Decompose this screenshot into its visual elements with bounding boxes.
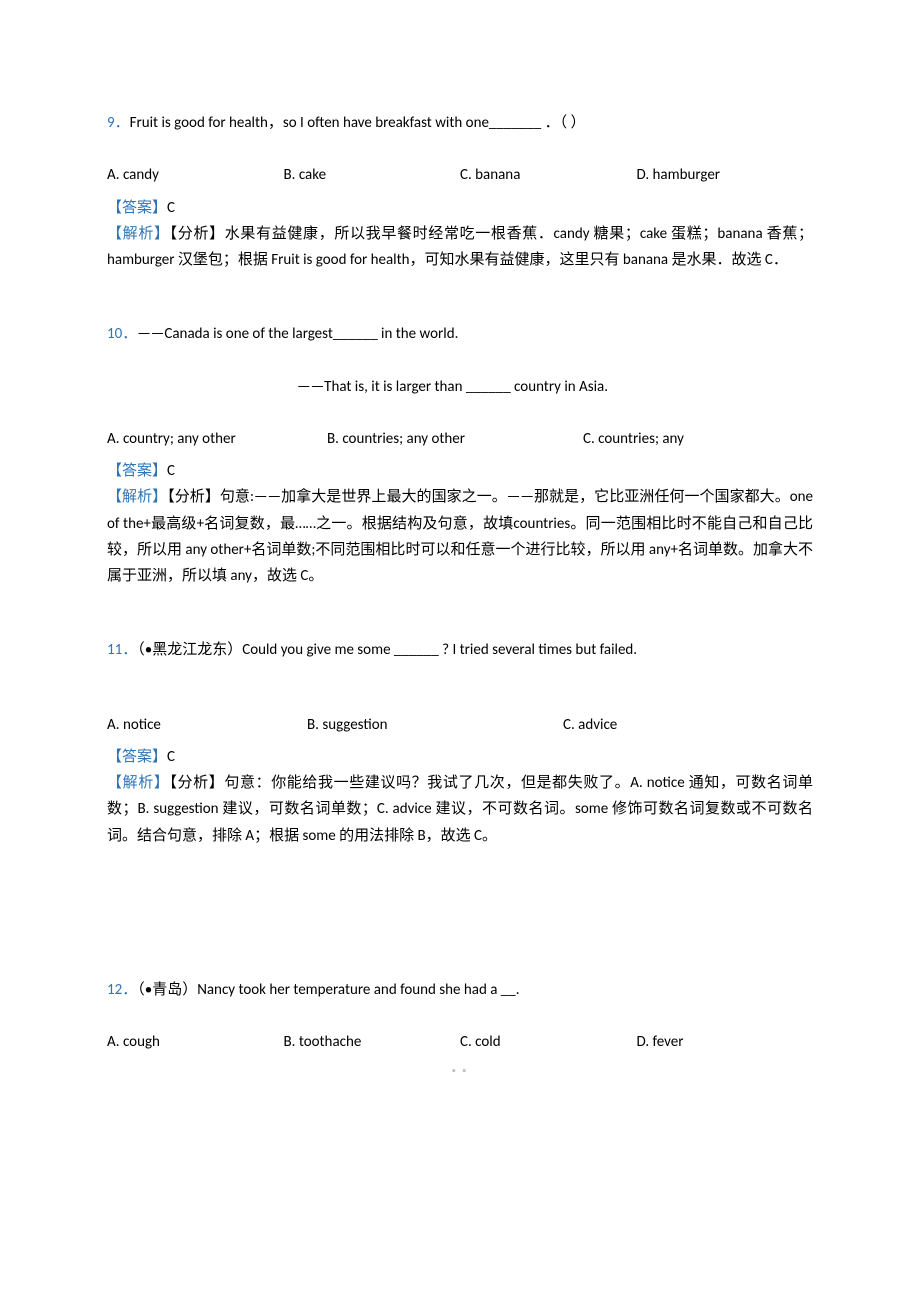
analysis: 【解析】【分析】句意：你能给我一些建议吗？我试了几次，但是都失败了。A. not… — [107, 770, 813, 849]
answer-line: 【答案】C — [107, 744, 813, 770]
analysis: 【解析】【分析】水果有益健康，所以我早餐时经常吃一根香蕉．candy 糖果；ca… — [107, 221, 813, 274]
options-row: A. cough B. toothache C. cold D. fever — [107, 1029, 813, 1055]
stem-text: ——Canada is one of the largest______ in … — [137, 325, 458, 343]
question-number: 11． — [107, 641, 137, 659]
answer-value: C — [167, 462, 175, 480]
stem-text: （•青岛）Nancy took her temperature and foun… — [137, 981, 519, 999]
option-b: B. countries; any other — [327, 426, 583, 452]
options-row: A. country; any other B. countries; any … — [107, 426, 813, 452]
option-c: C. advice — [563, 712, 617, 738]
answer-label: 【答案】 — [107, 748, 167, 766]
question-10: 10．——Canada is one of the largest______ … — [107, 321, 813, 589]
analysis-label: 【解析】 — [107, 225, 170, 243]
option-a: A. notice — [107, 712, 307, 738]
answer-value: C — [167, 199, 175, 217]
question-stem: 12．（•青岛）Nancy took her temperature and f… — [107, 977, 813, 1003]
question-number: 12． — [107, 981, 137, 999]
answer-line: 【答案】C — [107, 195, 813, 221]
option-b: B. cake — [284, 162, 461, 188]
option-a: A. candy — [107, 162, 284, 188]
question-stem: 11．（•黑龙江龙东）Could you give me some ______… — [107, 637, 813, 663]
analysis-text: 【分析】句意：你能给我一些建议吗？我试了几次，但是都失败了。A. notice … — [107, 774, 813, 845]
question-number: 9． — [107, 114, 130, 132]
analysis-label: 【解析】 — [107, 488, 167, 506]
question-stem: 9．Fruit is good for health，so I often ha… — [107, 110, 813, 136]
stem-text: Fruit is good for health，so I often have… — [130, 114, 586, 132]
option-d: D. fever — [637, 1029, 814, 1055]
question-number: 10． — [107, 325, 137, 343]
option-c: C. banana — [460, 162, 637, 188]
option-a: A. country; any other — [107, 426, 327, 452]
analysis-text: 【分析】水果有益健康，所以我早餐时经常吃一根香蕉．candy 糖果；cake 蛋… — [107, 225, 813, 269]
spacer — [107, 897, 813, 977]
options-row: A. notice B. suggestion C. advice — [107, 712, 813, 738]
options-row: A. candy B. cake C. banana D. hamburger — [107, 162, 813, 188]
stem-continuation: ——That is, it is larger than ______ coun… — [107, 374, 813, 400]
question-stem: 10．——Canada is one of the largest______ … — [107, 321, 813, 347]
option-b: B. toothache — [284, 1029, 461, 1055]
stem-text: （•黑龙江龙东）Could you give me some ______ ? … — [137, 641, 637, 659]
footer-dots: ▪ ▪ — [107, 1061, 813, 1080]
analysis-text: 【分析】句意:——加拿大是世界上最大的国家之一。——那就是，它比亚洲任何一个国家… — [107, 488, 813, 585]
option-b: B. suggestion — [307, 712, 563, 738]
answer-label: 【答案】 — [107, 199, 167, 217]
option-a: A. cough — [107, 1029, 284, 1055]
option-d: D. hamburger — [637, 162, 814, 188]
answer-label: 【答案】 — [107, 462, 167, 480]
answer-value: C — [167, 748, 175, 766]
question-11: 11．（•黑龙江龙东）Could you give me some ______… — [107, 637, 813, 849]
analysis: 【解析】【分析】句意:——加拿大是世界上最大的国家之一。——那就是，它比亚洲任何… — [107, 484, 813, 589]
answer-line: 【答案】C — [107, 458, 813, 484]
option-c: C. cold — [460, 1029, 637, 1055]
option-c: C. countries; any — [583, 426, 684, 452]
question-12: 12．（•青岛）Nancy took her temperature and f… — [107, 977, 813, 1056]
analysis-label: 【解析】 — [107, 774, 169, 792]
question-9: 9．Fruit is good for health，so I often ha… — [107, 110, 813, 273]
